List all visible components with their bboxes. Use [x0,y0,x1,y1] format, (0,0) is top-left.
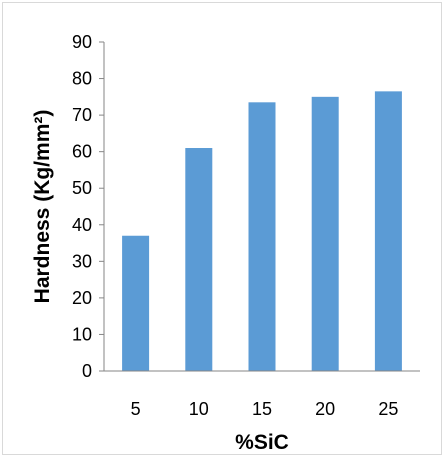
y-tick-label: 30 [72,251,92,271]
bar-10 [185,148,213,371]
y-axis-title: Hardness (Kg/mm²) [31,110,54,304]
bars-layer [122,91,402,372]
bar-chart: 0 10 20 30 40 50 60 70 80 90 5 10 15 20 25 Hardness (… [31,32,420,454]
y-tick-label: 50 [72,178,92,198]
y-tick-label: 90 [72,32,92,52]
x-tick-label: 10 [189,399,209,419]
y-tick-label: 70 [72,105,92,125]
x-tick-label: 25 [378,399,398,419]
y-tick-labels: 0 10 20 30 40 50 60 70 80 90 [72,32,92,381]
y-tick-label: 20 [72,288,92,308]
y-tick-label: 10 [72,324,92,344]
x-tick-label: 15 [252,399,272,419]
y-tick-label: 0 [82,361,92,381]
x-tick-label: 20 [315,399,335,419]
x-tick-labels: 5 10 15 20 25 [131,399,399,419]
y-tick-label: 60 [72,142,92,162]
bar-5 [122,235,150,371]
bar-25 [374,91,402,371]
bar-15 [248,102,276,372]
x-axis-title: %SiC [235,431,289,454]
axes-layer [99,41,420,372]
bar-20 [311,96,339,371]
chart-frame: 0 10 20 30 40 50 60 70 80 90 5 10 15 20 25 Hardness (… [2,2,442,455]
x-tick-label: 5 [131,399,141,419]
y-tick-label: 40 [72,215,92,235]
y-tick-label: 80 [72,69,92,89]
